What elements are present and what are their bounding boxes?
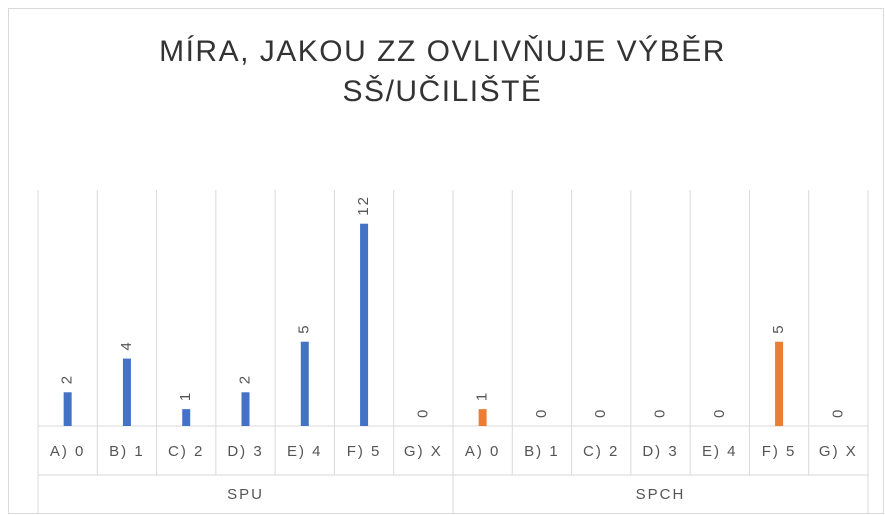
x-tick-label: A) 0 (50, 443, 86, 460)
x-tick-label: G) X (819, 443, 858, 460)
x-tick-label: A) 0 (465, 443, 501, 460)
bar (478, 409, 487, 426)
x-tick-label: B) 1 (524, 443, 560, 460)
data-label: 0 (414, 408, 431, 418)
data-label: 5 (296, 323, 313, 333)
x-tick-label: F) 5 (347, 443, 382, 460)
data-label: 2 (59, 374, 76, 384)
bar (360, 223, 369, 426)
x-tick-label: D) 3 (642, 443, 678, 460)
data-label: 5 (770, 323, 787, 333)
x-tick-label: F) 5 (762, 443, 797, 460)
data-label: 0 (829, 408, 846, 418)
x-tick-label: G) X (404, 443, 443, 460)
x-tick-label: E) 4 (287, 443, 323, 460)
chart-border (8, 8, 884, 514)
x-tick-label: E) 4 (702, 443, 738, 460)
data-label: 12 (355, 195, 372, 216)
data-label: 1 (177, 391, 194, 401)
data-label: 4 (118, 340, 135, 350)
x-tick-label: C) 2 (583, 443, 619, 460)
data-label: 1 (474, 391, 491, 401)
data-label: 2 (236, 374, 253, 384)
group-label: SPCH (636, 486, 686, 503)
x-tick-label: D) 3 (227, 443, 263, 460)
data-label: 0 (651, 408, 668, 418)
bar (182, 409, 191, 426)
bar (775, 341, 784, 426)
group-label: SPU (227, 486, 264, 503)
bar (300, 341, 309, 426)
bar (241, 392, 250, 426)
x-tick-label: B) 1 (109, 443, 145, 460)
x-tick-label: C) 2 (168, 443, 204, 460)
bar (122, 358, 131, 426)
chart-title: MÍRA, JAKOU ZZ OVLIVŇUJE VÝBĚR SŠ/UČILIŠ… (159, 35, 726, 108)
bar (63, 392, 72, 426)
data-label: 0 (711, 408, 728, 418)
data-label: 0 (592, 408, 609, 418)
data-label: 0 (533, 408, 550, 418)
